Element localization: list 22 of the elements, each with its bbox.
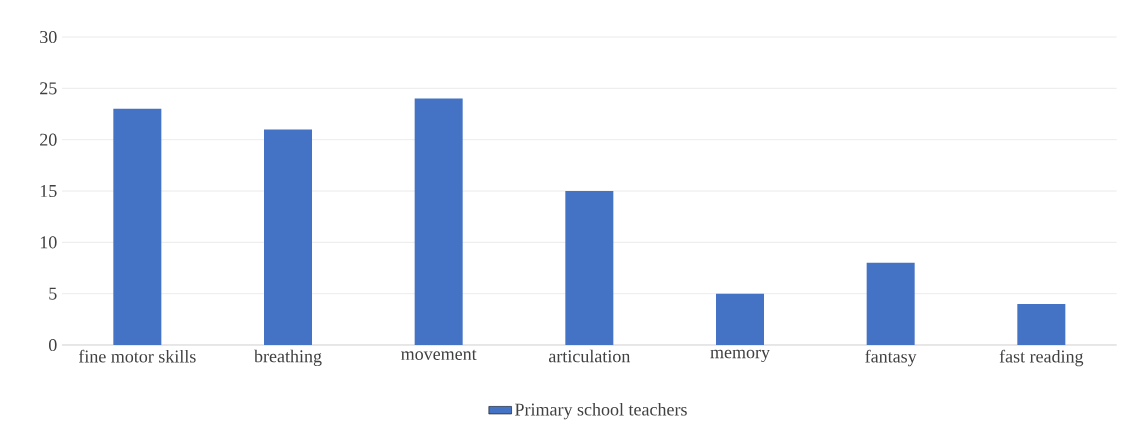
x-tick-label: fantasy [865,349,917,367]
x-tick-label: articulation [548,349,631,363]
y-tick-label: 20 [40,133,57,146]
y-tick-label: 15 [40,184,57,198]
y-tick-label: 25 [40,82,57,95]
x-tick-label: memory [710,349,770,363]
bar [1017,303,1066,345]
x-tick-label: movement [401,349,477,361]
x-tick-label: fine motor skills [78,349,196,363]
legend-label: Primary school teachers [515,402,687,420]
bar [866,262,915,345]
bar [716,293,764,345]
y-tick-label: 5 [49,287,57,300]
x-tick-label: breathing [254,349,322,367]
x-tick-label: fast reading [999,349,1084,367]
bar [414,98,463,345]
bar [565,191,614,345]
bar [264,129,313,345]
y-tick-label: 10 [40,236,57,249]
y-tick-label: 30 [40,30,57,44]
bar [113,108,162,345]
y-tick-label: 0 [48,338,57,352]
